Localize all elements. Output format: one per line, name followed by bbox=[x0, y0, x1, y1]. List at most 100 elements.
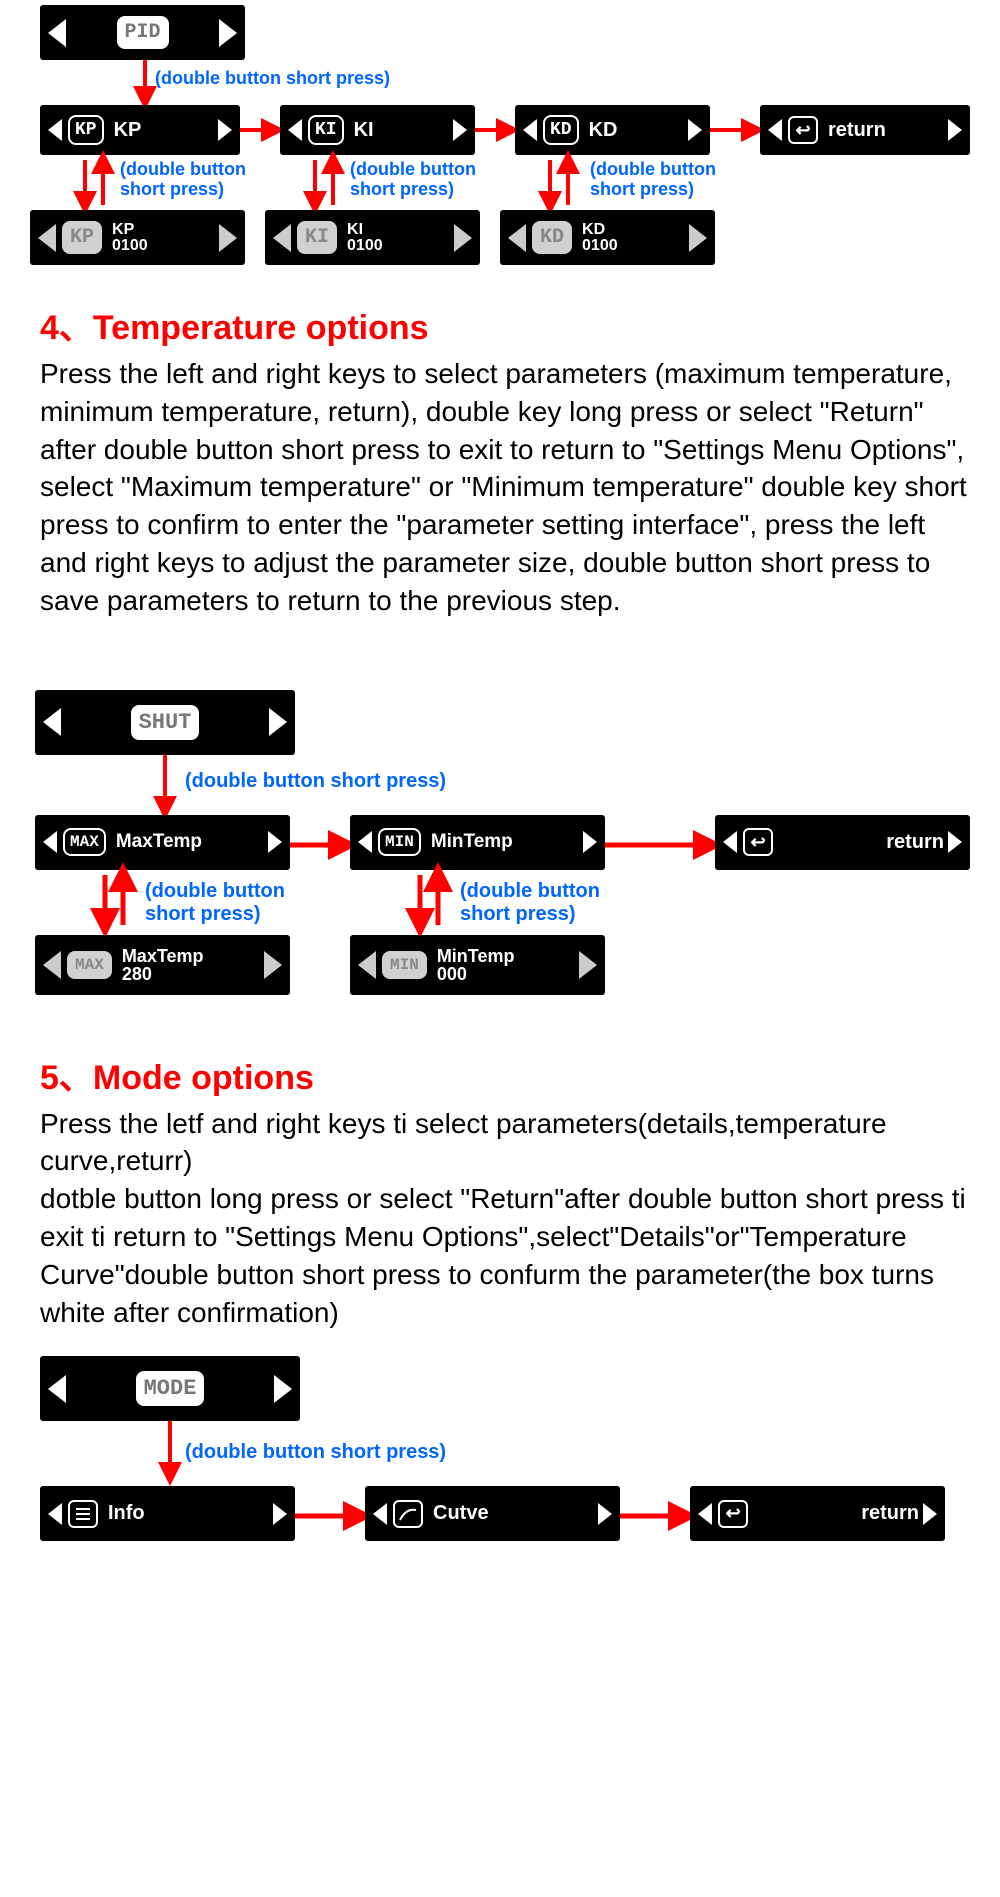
lcd-mode-top: MODE bbox=[40, 1356, 300, 1421]
triangle-right-icon bbox=[583, 831, 597, 853]
mode-flow-diagram: MODE (double button short press) Info Cu… bbox=[30, 1351, 970, 1551]
triangle-left-icon bbox=[508, 224, 526, 252]
badge-kd: KD bbox=[543, 115, 579, 145]
badge-mode: MODE bbox=[136, 1371, 205, 1406]
triangle-right-icon bbox=[923, 1503, 937, 1525]
triangle-left-icon bbox=[43, 708, 61, 736]
arrow-right-icon bbox=[290, 835, 350, 855]
arrow-down-icon bbox=[155, 755, 175, 815]
lcd-return: ↩ return bbox=[760, 105, 970, 155]
lcd-mintemp: MIN MinTemp bbox=[350, 815, 605, 870]
annotation-text: (double button short press) bbox=[185, 1441, 446, 1464]
triangle-right-icon bbox=[948, 831, 962, 853]
lcd-curve: Cutve bbox=[365, 1486, 620, 1541]
badge-min-gray: MIN bbox=[382, 951, 427, 979]
curve-icon bbox=[393, 1500, 423, 1528]
label-return: return bbox=[861, 1502, 919, 1525]
value-mintemp: 000 bbox=[437, 965, 467, 983]
annotation-text: (double button short press) bbox=[185, 770, 446, 793]
value-ki: 0100 bbox=[347, 238, 383, 254]
badge-shut: SHUT bbox=[131, 705, 200, 740]
triangle-right-icon bbox=[598, 1503, 612, 1525]
badge-kd-gray: KD bbox=[532, 221, 572, 254]
triangle-left-icon bbox=[698, 1503, 712, 1525]
badge-max-gray: MAX bbox=[67, 951, 112, 979]
triangle-right-icon bbox=[264, 951, 282, 979]
annotation-text: (double button short press) bbox=[120, 160, 246, 200]
return-icon: ↩ bbox=[788, 116, 818, 144]
triangle-left-icon bbox=[48, 1375, 66, 1403]
arrow-right-icon bbox=[605, 835, 715, 855]
triangle-left-icon bbox=[38, 224, 56, 252]
arrow-right-icon bbox=[295, 1506, 365, 1526]
badge-pid: PID bbox=[117, 16, 169, 49]
triangle-left-icon bbox=[523, 119, 537, 141]
triangle-right-icon bbox=[219, 19, 237, 47]
triangle-left-icon bbox=[768, 119, 782, 141]
badge-ki: KI bbox=[308, 115, 344, 145]
lcd-pid-top: PID bbox=[40, 5, 245, 60]
triangle-left-icon bbox=[358, 831, 372, 853]
lcd-maxtemp: MAX MaxTemp bbox=[35, 815, 290, 870]
lcd-mintemp-value: MIN MinTemp 000 bbox=[350, 935, 605, 995]
triangle-left-icon bbox=[48, 1503, 62, 1525]
value-maxtemp: 280 bbox=[122, 965, 152, 983]
triangle-right-icon bbox=[268, 831, 282, 853]
body-temperature-options: Press the left and right keys to select … bbox=[40, 355, 970, 620]
triangle-right-icon bbox=[274, 1375, 292, 1403]
arrow-right-icon bbox=[710, 120, 760, 140]
triangle-right-icon bbox=[218, 119, 232, 141]
label-maxtemp: MaxTemp bbox=[116, 831, 202, 853]
return-icon: ↩ bbox=[743, 828, 773, 856]
label-curve: Cutve bbox=[433, 1502, 489, 1525]
triangle-right-icon bbox=[688, 119, 702, 141]
arrow-updown-icon bbox=[410, 870, 450, 930]
arrow-down-icon bbox=[135, 60, 155, 105]
badge-ki-gray: KI bbox=[297, 221, 337, 254]
lcd-kd: KD KD bbox=[515, 105, 710, 155]
annotation-text: (double button short press) bbox=[350, 160, 476, 200]
triangle-left-icon bbox=[48, 119, 62, 141]
annotation-text: (double button short press) bbox=[460, 880, 600, 926]
triangle-right-icon bbox=[579, 951, 597, 979]
arrow-right-icon bbox=[475, 120, 515, 140]
arrow-updown-icon bbox=[305, 155, 345, 210]
label-kd: KD bbox=[589, 119, 618, 142]
list-icon bbox=[68, 1500, 98, 1528]
annotation-text: (double button short press) bbox=[145, 880, 285, 926]
annotation-text: (double button short press) bbox=[155, 68, 390, 89]
arrow-right-icon bbox=[620, 1506, 690, 1526]
lcd-return-mode: ↩ return bbox=[690, 1486, 945, 1541]
triangle-right-icon bbox=[273, 1503, 287, 1525]
arrow-down-icon bbox=[160, 1421, 180, 1481]
arrow-updown-icon bbox=[75, 155, 115, 210]
triangle-right-icon bbox=[948, 119, 962, 141]
badge-kp-gray: KP bbox=[62, 221, 102, 254]
triangle-left-icon bbox=[48, 19, 66, 47]
body-mode-options: Press the letf and right keys ti select … bbox=[40, 1105, 970, 1332]
return-icon: ↩ bbox=[718, 1500, 748, 1528]
heading-mode-options: 5、Mode options bbox=[40, 1050, 970, 1099]
annotation-text: (double button short press) bbox=[590, 160, 716, 200]
lcd-kp: KP KP bbox=[40, 105, 240, 155]
label-return: return bbox=[886, 831, 944, 854]
triangle-left-icon bbox=[373, 1503, 387, 1525]
label-ki: KI bbox=[347, 222, 363, 238]
pid-flow-diagram: PID (double button short press) KP KP KI… bbox=[30, 0, 970, 280]
label-mintemp: MinTemp bbox=[431, 831, 513, 853]
triangle-right-icon bbox=[454, 224, 472, 252]
lcd-ki-value: KI KI 0100 bbox=[265, 210, 480, 265]
label-kp: KP bbox=[114, 119, 142, 142]
triangle-left-icon bbox=[43, 831, 57, 853]
label-kp: KP bbox=[112, 222, 134, 238]
temp-flow-diagram: SHUT (double button short press) MAX Max… bbox=[30, 670, 970, 1030]
badge-kp: KP bbox=[68, 115, 104, 145]
triangle-right-icon bbox=[269, 708, 287, 736]
triangle-right-icon bbox=[689, 224, 707, 252]
triangle-left-icon bbox=[273, 224, 291, 252]
lcd-shut-top: SHUT bbox=[35, 690, 295, 755]
label-return: return bbox=[828, 119, 886, 142]
lcd-maxtemp-value: MAX MaxTemp 280 bbox=[35, 935, 290, 995]
value-kd: 0100 bbox=[582, 238, 618, 254]
triangle-left-icon bbox=[43, 951, 61, 979]
